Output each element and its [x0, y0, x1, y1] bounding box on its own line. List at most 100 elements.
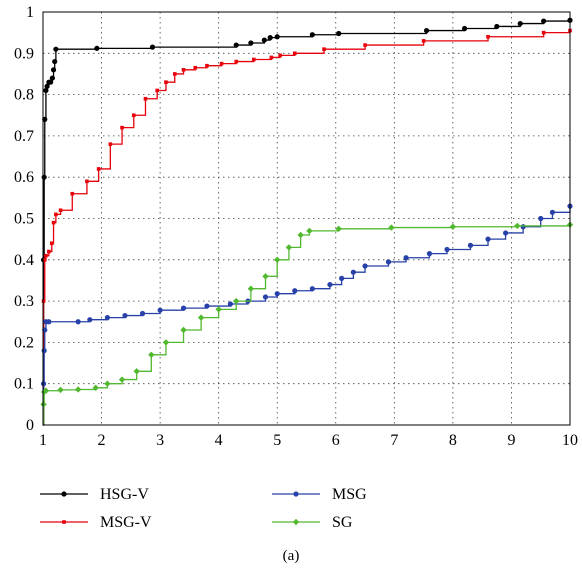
series-point-hsg-v — [248, 40, 254, 46]
y-tick-label: 0.9 — [14, 45, 34, 62]
series-point-hsg-v — [41, 174, 47, 180]
y-tick-label: 0.8 — [14, 87, 34, 104]
series-point-msg-v — [44, 253, 48, 258]
series-point-msg — [520, 224, 526, 230]
series-point-msg-v — [205, 63, 209, 68]
y-tick-label: 0.7 — [14, 128, 34, 145]
series-point-msg — [444, 246, 450, 253]
legend-item-msg-v: MSG-V — [40, 514, 152, 531]
y-tick-label: 0.2 — [14, 334, 34, 351]
series-point-sg — [247, 285, 255, 292]
x-tick-label: 4 — [215, 432, 223, 449]
series-point-msg-v — [131, 113, 136, 118]
series-point-msg-v — [421, 39, 426, 43]
series-point-msg-v — [234, 59, 239, 64]
series-point-sg — [514, 222, 521, 230]
series-sg — [40, 221, 574, 426]
x-tick-label: 9 — [507, 432, 515, 449]
series-point-hsg-v — [494, 23, 500, 30]
y-tick-label: 0 — [26, 417, 34, 434]
series-point-sg — [262, 273, 269, 280]
series-point-msg — [467, 242, 474, 248]
series-msg-v — [41, 28, 572, 426]
x-axis-ticks: 1 2 3 4 5 6 7 8 9 10 — [39, 432, 578, 449]
legend-marker — [61, 491, 67, 497]
series-point-msg — [385, 259, 392, 265]
series-point-hsg-v — [233, 42, 239, 48]
series-point-sg — [162, 339, 170, 346]
series-point-sg — [133, 368, 140, 375]
legend: HSG-V MSG-V MSG SG — [40, 486, 367, 531]
series-point-hsg-v — [50, 67, 57, 73]
series-point-msg-v — [42, 258, 47, 262]
series-point-msg — [339, 275, 345, 281]
series-point-msg — [204, 303, 210, 309]
grid — [43, 12, 570, 425]
x-tick-label: 10 — [562, 432, 578, 449]
series-point-hsg-v — [517, 20, 523, 27]
series-point-msg — [350, 269, 356, 275]
series-point-hsg-v — [267, 35, 273, 41]
series-point-msg-v — [58, 208, 63, 213]
series-point-hsg-v — [336, 30, 342, 37]
plot-background — [43, 12, 570, 425]
y-tick-label: 0.3 — [14, 293, 34, 310]
series-point-sg — [148, 351, 155, 358]
series-point-msg — [362, 263, 368, 269]
series-point-hsg-v — [44, 83, 50, 89]
series-point-hsg-v — [541, 18, 547, 24]
series-point-msg-v — [292, 51, 297, 56]
series-point-msg — [485, 236, 491, 242]
x-tick-label: 3 — [156, 432, 164, 449]
series-point-msg-v — [49, 241, 54, 246]
series-point-msg — [180, 305, 187, 311]
series-point-hsg-v — [52, 58, 58, 65]
series-point-sg — [197, 314, 205, 321]
series-point-msg-v — [322, 47, 326, 51]
series-point-sg — [233, 297, 240, 305]
series-point-msg — [139, 310, 146, 317]
series-point-msg — [227, 301, 233, 307]
legend-marker — [293, 491, 299, 497]
series-point-sg — [306, 227, 313, 235]
series-point-msg — [502, 230, 509, 236]
series-point-hsg-v — [274, 34, 280, 40]
series-point-msg-v — [172, 72, 177, 76]
x-tick-label: 6 — [332, 432, 340, 449]
series-point-msg-v — [155, 88, 159, 93]
legend-label: HSG-V — [100, 486, 149, 503]
series-point-msg-v — [164, 80, 168, 85]
series-point-sg — [57, 386, 64, 394]
series-point-hsg-v — [43, 87, 49, 94]
series-point-msg-v — [278, 53, 282, 58]
series-point-msg — [157, 307, 163, 313]
series-point-sg — [285, 244, 293, 251]
series-point-msg — [40, 381, 47, 387]
series-point-sg — [104, 380, 111, 387]
series-point-hsg-v — [53, 46, 59, 52]
series-point-sg — [180, 326, 187, 334]
series-point-hsg-v — [94, 45, 100, 51]
y-tick-label: 0.1 — [14, 376, 34, 393]
series-point-sg — [74, 386, 82, 393]
series-point-msg-v — [363, 43, 367, 47]
series-point-msg — [292, 288, 298, 294]
series-point-msg-v — [85, 179, 89, 184]
series-point-msg-v — [252, 57, 256, 62]
series-point-sg — [118, 376, 126, 383]
x-tick-label: 1 — [39, 432, 47, 449]
series-point-hsg-v — [309, 32, 315, 38]
legend-marker — [292, 518, 300, 526]
series-point-msg — [46, 319, 52, 325]
series-point-hsg-v — [261, 37, 267, 43]
series-point-msg — [309, 286, 315, 292]
legend-item-sg: SG — [272, 514, 353, 531]
plot-frame — [42, 11, 571, 426]
series-point-msg — [549, 209, 556, 215]
figure-caption: (a) — [282, 548, 300, 564]
series-point-msg — [538, 215, 544, 222]
series-lines — [40, 17, 574, 426]
y-tick-label: 1 — [26, 4, 34, 21]
series-point-hsg-v — [423, 27, 430, 34]
series-point-msg — [41, 348, 47, 354]
